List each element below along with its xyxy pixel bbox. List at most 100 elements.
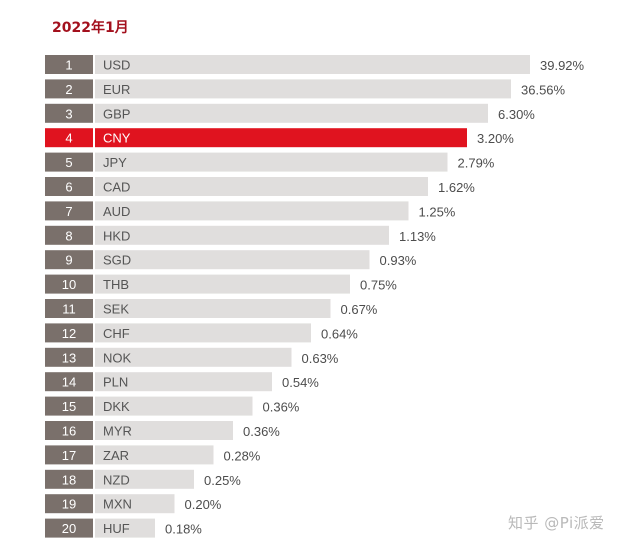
rank-box xyxy=(45,225,93,245)
bar xyxy=(95,103,488,123)
watermark-text: 知乎 @Pi派爱 xyxy=(508,514,605,532)
bar-row: 9 SGD 0.93% xyxy=(45,250,417,270)
bar xyxy=(95,128,467,148)
category-label: MYR xyxy=(103,424,132,439)
category-label: HUF xyxy=(103,521,130,536)
value-label: 2.79% xyxy=(458,156,495,171)
bar-row: 20 HUF 0.18% xyxy=(45,518,202,538)
value-label: 0.63% xyxy=(302,351,339,366)
rank-box xyxy=(45,396,93,416)
category-label: MXN xyxy=(103,497,132,512)
category-label: NOK xyxy=(103,350,132,365)
chart-title: 2022年1月 xyxy=(52,20,129,36)
bar xyxy=(95,274,350,294)
bar-row: 16 MYR 0.36% xyxy=(45,421,280,440)
bar-row: 3 GBP 6.30% xyxy=(45,103,535,123)
rank-label: 17 xyxy=(62,448,76,463)
rank-box xyxy=(45,79,93,99)
bar-row: 15 DKK 0.36% xyxy=(45,396,300,416)
rank-box xyxy=(45,128,93,148)
bar xyxy=(95,445,214,465)
value-label: 6.30% xyxy=(498,107,535,122)
category-label: THB xyxy=(103,277,129,292)
bar xyxy=(95,225,389,245)
value-label: 39.92% xyxy=(540,58,585,73)
bar-row: 17 ZAR 0.28% xyxy=(45,445,261,465)
bar xyxy=(95,347,292,367)
value-label: 0.75% xyxy=(360,278,397,293)
value-label: 3.20% xyxy=(477,131,514,146)
category-label: EUR xyxy=(103,82,130,97)
category-label: AUD xyxy=(103,204,130,219)
rank-box xyxy=(45,299,93,318)
category-label: NZD xyxy=(103,472,130,487)
category-label: USD xyxy=(103,58,130,73)
value-label: 0.36% xyxy=(243,424,280,439)
rank-label: 10 xyxy=(62,277,76,292)
rank-label: 18 xyxy=(62,472,76,487)
category-label: CNY xyxy=(103,131,131,146)
bar xyxy=(95,372,272,392)
category-label: ZAR xyxy=(103,448,129,463)
bar xyxy=(95,250,370,270)
rank-box xyxy=(45,469,93,489)
value-label: 0.36% xyxy=(263,400,300,415)
bar-row: 8 HKD 1.13% xyxy=(45,225,436,245)
rank-label: 7 xyxy=(65,204,72,219)
bar xyxy=(95,469,194,489)
bar xyxy=(95,152,448,172)
bar-row: 6 CAD 1.62% xyxy=(45,177,475,196)
value-label: 0.20% xyxy=(185,497,222,512)
category-label: CHF xyxy=(103,326,130,341)
rank-label: 15 xyxy=(62,399,76,414)
rank-label: 6 xyxy=(65,180,72,195)
value-label: 1.25% xyxy=(419,204,456,219)
bar-row: 4 CNY 3.20% xyxy=(45,128,514,148)
value-label: 0.64% xyxy=(321,326,358,341)
rank-label: 9 xyxy=(65,253,72,268)
rank-box xyxy=(45,494,93,514)
category-label: HKD xyxy=(103,228,130,243)
rank-box xyxy=(45,201,93,221)
rank-label: 11 xyxy=(62,302,76,317)
bar-row: 18 NZD 0.25% xyxy=(45,469,241,489)
bar-row: 1 USD 39.92% xyxy=(45,55,585,74)
rank-label: 5 xyxy=(65,155,72,170)
value-label: 0.93% xyxy=(380,253,417,268)
bar xyxy=(95,421,233,440)
rank-box xyxy=(45,250,93,270)
rank-box xyxy=(45,103,93,123)
bar xyxy=(95,201,409,221)
bar xyxy=(95,396,253,416)
bar-row: 11 SEK 0.67% xyxy=(45,299,378,318)
rank-box xyxy=(45,347,93,367)
bar xyxy=(95,55,530,74)
category-label: SGD xyxy=(103,253,131,268)
rank-label: 16 xyxy=(62,424,76,439)
bar xyxy=(95,494,175,514)
bar-row: 12 CHF 0.64% xyxy=(45,323,358,343)
category-label: GBP xyxy=(103,106,130,121)
rank-label: 19 xyxy=(62,497,76,512)
rank-label: 8 xyxy=(65,228,72,243)
bar xyxy=(95,323,311,343)
rank-label: 3 xyxy=(65,106,72,121)
rank-label: 14 xyxy=(62,375,76,390)
rank-box xyxy=(45,323,93,343)
rank-label: 2 xyxy=(65,82,72,97)
value-label: 1.13% xyxy=(399,229,436,244)
bar xyxy=(95,518,155,538)
bar xyxy=(95,177,428,196)
value-label: 0.25% xyxy=(204,473,241,488)
value-label: 0.54% xyxy=(282,375,319,390)
rank-box xyxy=(45,421,93,440)
category-label: SEK xyxy=(103,302,129,317)
rank-box xyxy=(45,55,93,74)
bar xyxy=(95,299,331,318)
rank-label: 13 xyxy=(62,350,76,365)
category-label: JPY xyxy=(103,155,127,170)
category-label: PLN xyxy=(103,375,128,390)
bar-row: 7 AUD 1.25% xyxy=(45,201,456,221)
bar-row: 19 MXN 0.20% xyxy=(45,494,222,514)
